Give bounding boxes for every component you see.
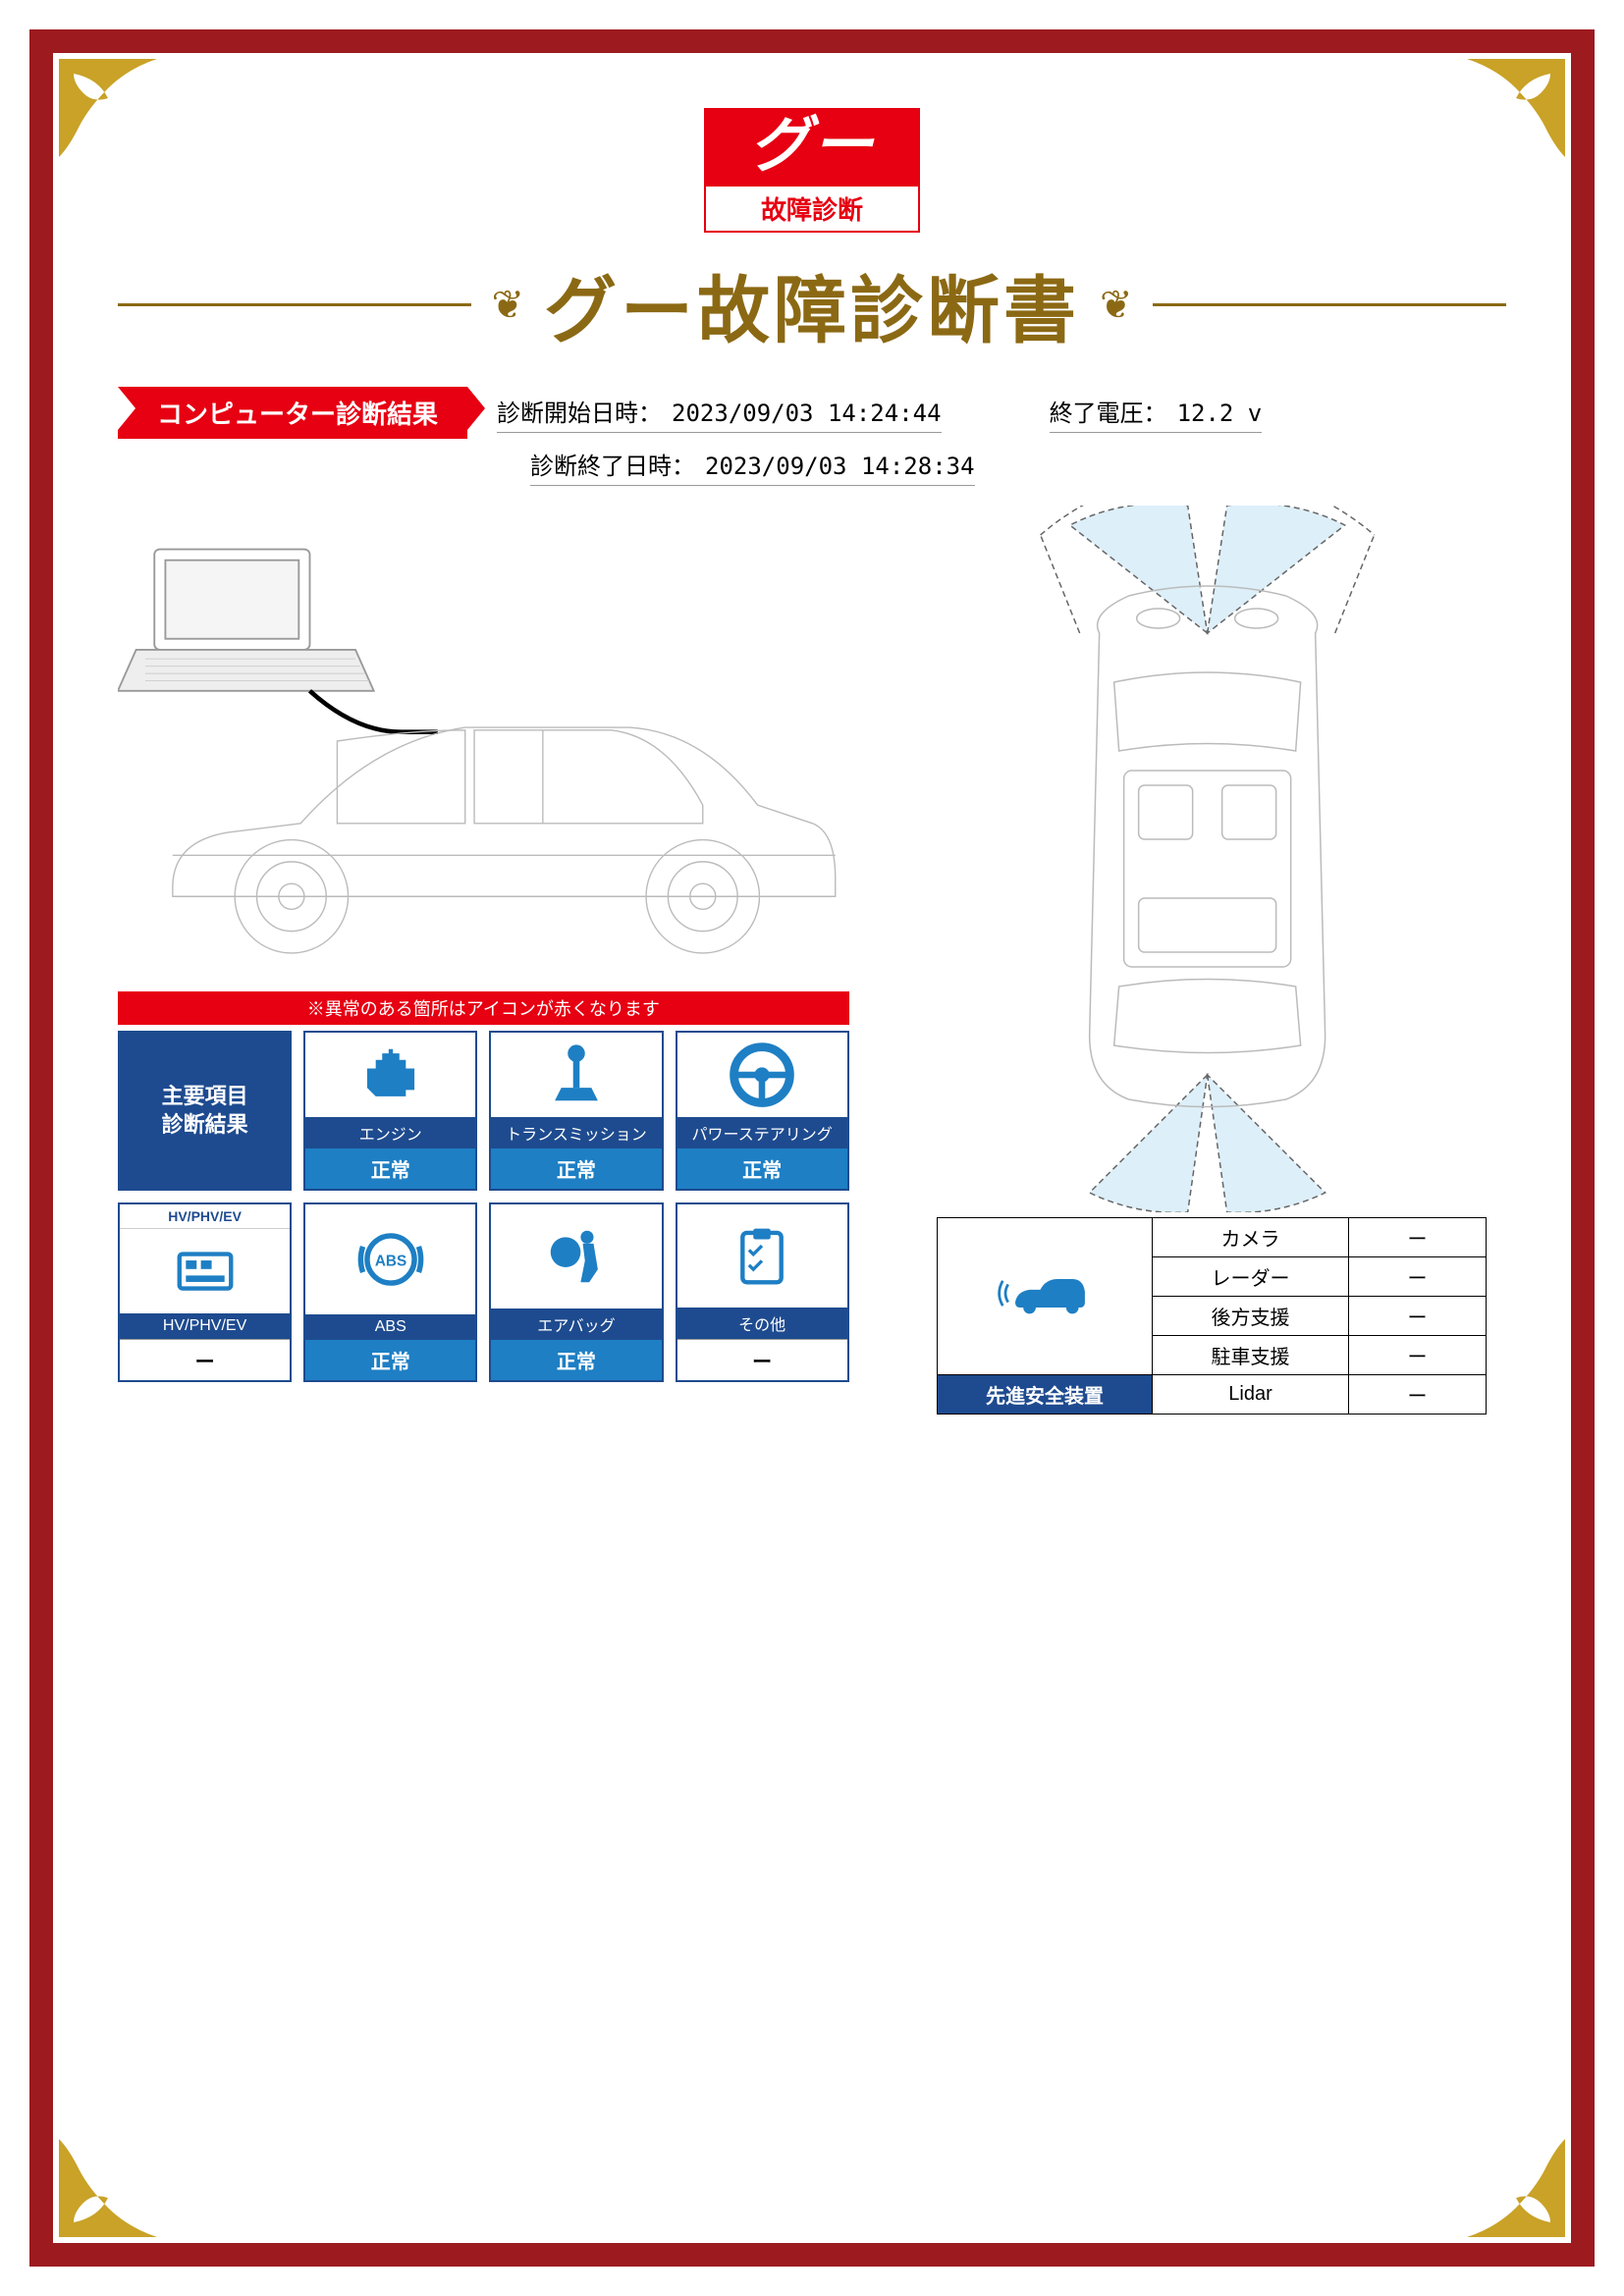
tile-transmission: トランスミッション 正常 bbox=[489, 1031, 663, 1191]
other-status: ー bbox=[677, 1339, 847, 1380]
other-label: その他 bbox=[677, 1308, 847, 1339]
title-ornament-right: ❦ bbox=[1100, 283, 1133, 328]
engine-icon bbox=[305, 1033, 475, 1117]
transmission-icon bbox=[491, 1033, 661, 1117]
logo-top-text: グー bbox=[706, 110, 918, 187]
hv-label: HV/PHV/EV bbox=[120, 1313, 290, 1339]
tile-airbag: エアバッグ 正常 bbox=[489, 1202, 663, 1382]
document-title: グー故障診断書 bbox=[544, 252, 1080, 357]
section-ribbon: コンピューター診断結果 bbox=[118, 387, 467, 439]
title-ornament-left: ❦ bbox=[491, 283, 524, 328]
abs-status: 正常 bbox=[305, 1340, 475, 1380]
car-side-diagram bbox=[118, 506, 849, 977]
safety-label-rear: 後方支援 bbox=[1153, 1297, 1349, 1336]
logo-bottom-text: 故障診断 bbox=[706, 187, 918, 231]
tile-hv: HV/PHV/EV HV/PHV/EV ー bbox=[118, 1202, 292, 1382]
hv-status: ー bbox=[120, 1339, 290, 1380]
svg-text:ABS: ABS bbox=[375, 1254, 406, 1270]
safety-equipment-table: カメラ ー レーダーー 後方支援ー 駐車支援ー 先進安全装置 Lidar ー bbox=[937, 1217, 1487, 1415]
end-time-label: 診断終了日時： bbox=[530, 447, 695, 481]
airbag-icon bbox=[491, 1204, 661, 1308]
tile-abs: ABS ABS 正常 bbox=[303, 1202, 477, 1382]
end-time-value: 2023/09/03 14:28:34 bbox=[705, 453, 975, 480]
steering-icon bbox=[677, 1033, 847, 1117]
tile-main-header: 主要項目 診断結果 bbox=[118, 1031, 292, 1191]
safety-label-radar: レーダー bbox=[1153, 1257, 1349, 1297]
airbag-status: 正常 bbox=[491, 1340, 661, 1380]
engine-label: エンジン bbox=[305, 1117, 475, 1148]
title-row: ❦ グー故障診断書 ❦ bbox=[118, 252, 1506, 357]
safety-section-header: 先進安全装置 bbox=[938, 1375, 1153, 1415]
start-time-value: 2023/09/03 14:24:44 bbox=[672, 400, 942, 427]
safety-label-lidar: Lidar bbox=[1153, 1375, 1349, 1415]
airbag-label: エアバッグ bbox=[491, 1308, 661, 1340]
safety-value-camera: ー bbox=[1349, 1218, 1487, 1257]
safety-car-icon bbox=[938, 1218, 1153, 1375]
main-header-label: 主要項目 診断結果 bbox=[120, 1033, 290, 1189]
diagnostic-grid: 主要項目 診断結果 エンジン 正常 トランスミッション 正常 パワーステアリング… bbox=[118, 1031, 849, 1382]
hv-icon bbox=[120, 1229, 290, 1313]
hv-top-label: HV/PHV/EV bbox=[120, 1204, 290, 1229]
start-time-label: 診断開始日時： bbox=[497, 394, 662, 428]
voltage-label: 終了電圧： bbox=[1050, 394, 1167, 428]
safety-value-parking: ー bbox=[1349, 1336, 1487, 1375]
safety-value-radar: ー bbox=[1349, 1257, 1487, 1297]
clipboard-icon bbox=[677, 1204, 847, 1308]
transmission-status: 正常 bbox=[491, 1148, 661, 1189]
tile-steering: パワーステアリング 正常 bbox=[676, 1031, 849, 1191]
abs-icon: ABS bbox=[305, 1204, 475, 1314]
steering-status: 正常 bbox=[677, 1148, 847, 1189]
safety-label-parking: 駐車支援 bbox=[1153, 1336, 1349, 1375]
steering-label: パワーステアリング bbox=[677, 1117, 847, 1148]
car-top-diagram bbox=[908, 506, 1506, 1212]
transmission-label: トランスミッション bbox=[491, 1117, 661, 1148]
safety-label-camera: カメラ bbox=[1153, 1218, 1349, 1257]
abs-label: ABS bbox=[305, 1314, 475, 1340]
safety-value-rear: ー bbox=[1349, 1297, 1487, 1336]
brand-logo: グー 故障診断 bbox=[704, 108, 920, 233]
tile-engine: エンジン 正常 bbox=[303, 1031, 477, 1191]
warning-note: ※異常のある箇所はアイコンが赤くなります bbox=[118, 991, 849, 1025]
safety-value-lidar: ー bbox=[1349, 1375, 1487, 1415]
voltage-value: 12.2 v bbox=[1177, 400, 1263, 427]
tile-other: その他 ー bbox=[676, 1202, 849, 1382]
engine-status: 正常 bbox=[305, 1148, 475, 1189]
